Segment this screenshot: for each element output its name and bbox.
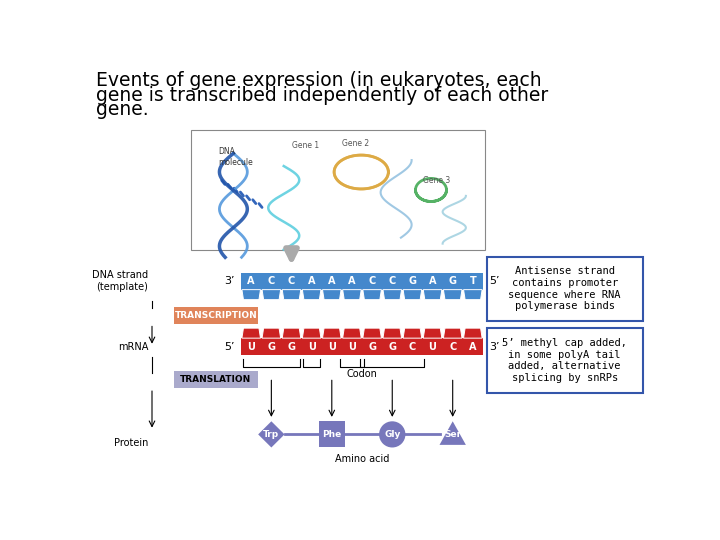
Polygon shape — [444, 289, 462, 300]
Text: A: A — [469, 342, 477, 352]
FancyBboxPatch shape — [241, 338, 483, 355]
Text: 3’: 3’ — [225, 276, 235, 286]
Text: mRNA: mRNA — [118, 342, 148, 352]
Text: Amino acid: Amino acid — [335, 454, 390, 464]
Text: U: U — [328, 342, 336, 352]
Polygon shape — [343, 328, 361, 338]
Text: U: U — [307, 342, 315, 352]
Polygon shape — [282, 328, 301, 338]
FancyBboxPatch shape — [241, 273, 483, 289]
Text: G: G — [368, 342, 376, 352]
Text: 5’ methyl cap added,
in some polyA tail
added, alternative
splicing by snRPs: 5’ methyl cap added, in some polyA tail … — [502, 338, 627, 383]
Text: C: C — [268, 276, 275, 286]
Polygon shape — [439, 421, 466, 445]
Text: G: G — [388, 342, 396, 352]
Polygon shape — [282, 289, 301, 300]
Text: G: G — [267, 342, 275, 352]
Polygon shape — [383, 328, 402, 338]
Text: TRANSLATION: TRANSLATION — [180, 375, 251, 384]
Circle shape — [379, 421, 405, 448]
Text: C: C — [369, 276, 376, 286]
Text: DNA strand
(template): DNA strand (template) — [92, 271, 148, 292]
Polygon shape — [258, 421, 284, 448]
Polygon shape — [464, 289, 482, 300]
Polygon shape — [302, 289, 321, 300]
Polygon shape — [302, 328, 321, 338]
Text: 5’: 5’ — [489, 276, 500, 286]
Text: T: T — [469, 276, 476, 286]
Text: A: A — [429, 276, 436, 286]
FancyBboxPatch shape — [487, 256, 642, 321]
Polygon shape — [403, 289, 422, 300]
Text: U: U — [428, 342, 436, 352]
Text: 5’: 5’ — [225, 342, 235, 352]
Polygon shape — [464, 328, 482, 338]
Text: 3’: 3’ — [489, 342, 500, 352]
Text: Ser: Ser — [444, 430, 462, 439]
Polygon shape — [444, 328, 462, 338]
Text: Codon: Codon — [346, 369, 377, 379]
FancyBboxPatch shape — [487, 328, 642, 393]
Text: Protein: Protein — [114, 438, 148, 448]
Polygon shape — [423, 289, 442, 300]
Polygon shape — [423, 328, 442, 338]
Text: Phe: Phe — [322, 430, 341, 439]
Polygon shape — [262, 289, 281, 300]
Text: Gene 3: Gene 3 — [423, 177, 451, 185]
Text: Antisense strand
contains promoter
sequence where RNA
polymerase binds: Antisense strand contains promoter seque… — [508, 266, 621, 311]
Polygon shape — [242, 328, 261, 338]
FancyBboxPatch shape — [319, 421, 345, 448]
Text: G: G — [449, 276, 456, 286]
Polygon shape — [242, 289, 261, 300]
Text: Gene 2: Gene 2 — [342, 139, 369, 148]
FancyBboxPatch shape — [191, 130, 485, 249]
Text: A: A — [248, 276, 255, 286]
Text: C: C — [389, 276, 396, 286]
Text: Gly: Gly — [384, 430, 400, 439]
Text: A: A — [308, 276, 315, 286]
Text: A: A — [328, 276, 336, 286]
FancyBboxPatch shape — [174, 372, 258, 388]
Text: A: A — [348, 276, 356, 286]
Polygon shape — [363, 289, 382, 300]
Text: G: G — [408, 276, 416, 286]
Polygon shape — [323, 289, 341, 300]
Text: C: C — [449, 342, 456, 352]
Text: C: C — [409, 342, 416, 352]
Polygon shape — [343, 289, 361, 300]
Text: gene is transcribed independently of each other: gene is transcribed independently of eac… — [96, 85, 549, 105]
Polygon shape — [363, 328, 382, 338]
Text: U: U — [247, 342, 255, 352]
Text: TRANSCRIPTION: TRANSCRIPTION — [174, 310, 257, 320]
Text: G: G — [287, 342, 295, 352]
Text: DNA
molecule: DNA molecule — [218, 147, 253, 166]
FancyBboxPatch shape — [174, 307, 258, 323]
Polygon shape — [383, 289, 402, 300]
Polygon shape — [323, 328, 341, 338]
Polygon shape — [403, 328, 422, 338]
Text: Gene 1: Gene 1 — [292, 141, 319, 150]
Text: Events of gene expression (in eukaryotes, each: Events of gene expression (in eukaryotes… — [96, 71, 542, 90]
Polygon shape — [262, 328, 281, 338]
Text: U: U — [348, 342, 356, 352]
Text: Trp: Trp — [264, 430, 279, 439]
Text: C: C — [288, 276, 295, 286]
Text: gene.: gene. — [96, 100, 149, 119]
